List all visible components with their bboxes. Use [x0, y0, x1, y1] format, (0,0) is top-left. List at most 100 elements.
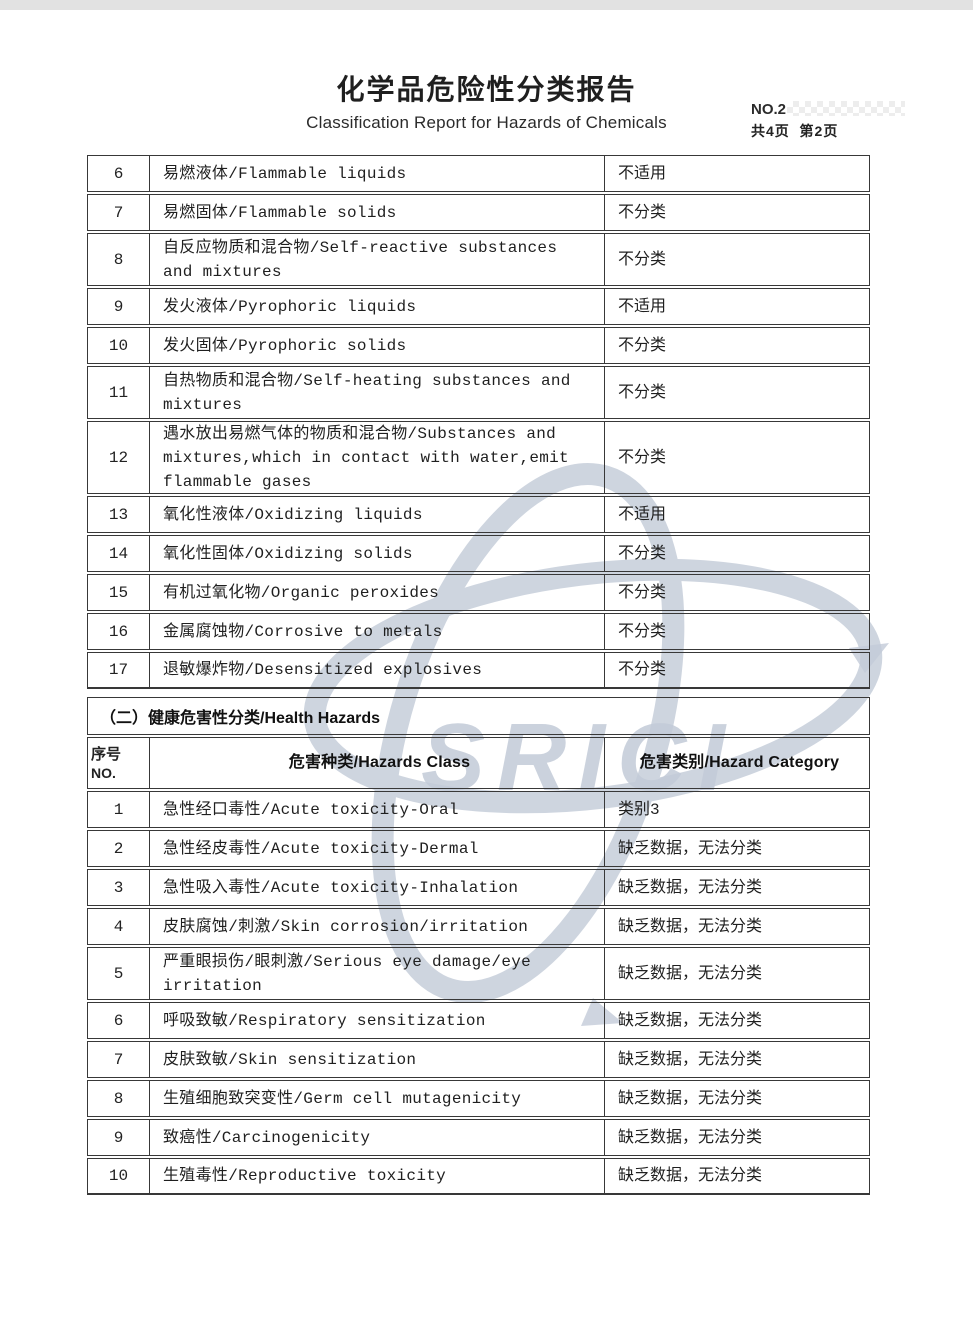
hazard-class-cell: 金属腐蚀物/Corrosive to metals	[150, 614, 605, 649]
table-row: 4 皮肤腐蚀/刺激/Skin corrosion/irritation 缺乏数据…	[87, 908, 870, 945]
hazard-class-cell: 急性经口毒性/Acute toxicity-Oral	[150, 792, 605, 827]
row-number: 10	[88, 328, 150, 363]
hazard-class-cell: 氧化性液体/Oxidizing liquids	[150, 497, 605, 532]
row-number: 13	[88, 497, 150, 532]
hazard-class-cell: 易燃液体/Flammable liquids	[150, 156, 605, 191]
hazard-category-cell: 不分类	[618, 383, 667, 402]
table-row: 7 易燃固体/Flammable solids 不分类	[87, 194, 870, 231]
table-row: 6 易燃液体/Flammable liquids 不适用	[87, 155, 870, 192]
table-row: 5 严重眼损伤/眼刺激/Serious eye damage/eye irrit…	[87, 947, 870, 1000]
hazard-class-cell: 退敏爆炸物/Desensitized explosives	[150, 653, 605, 687]
hazard-class-cell: 自热物质和混合物/Self-heating substances and mix…	[150, 367, 605, 418]
row-number: 11	[88, 367, 150, 418]
table-row: 8 自反应物质和混合物/Self-reactive substances and…	[87, 233, 870, 286]
hazard-category-cell: 缺乏数据，无法分类	[618, 917, 763, 936]
table-row: 13 氧化性液体/Oxidizing liquids 不适用	[87, 496, 870, 533]
row-number: 8	[88, 234, 150, 285]
row-number: 12	[88, 422, 150, 493]
report-number-text: NO.2	[750, 101, 786, 118]
table-row: 15 有机过氧化物/Organic peroxides 不分类	[87, 574, 870, 611]
report-number-block: NO.2 共4页 第2页	[751, 101, 905, 141]
table-row: 1 急性经口毒性/Acute toxicity-Oral 类别3	[87, 791, 870, 828]
row-number: 2	[88, 831, 150, 866]
hazard-category-cell: 不分类	[618, 544, 667, 563]
row-number: 17	[88, 653, 150, 687]
hazard-category-cell: 类别3	[618, 800, 660, 819]
physical-hazards-table: 6 易燃液体/Flammable liquids 不适用 7 易燃固体/Flam…	[87, 155, 870, 689]
hazard-category-cell: 缺乏数据，无法分类	[618, 1011, 763, 1030]
scan-top-band	[0, 0, 973, 10]
table-row: 12 遇水放出易燃气体的物质和混合物/Substances and mixtur…	[87, 421, 870, 494]
hazard-category-cell: 缺乏数据，无法分类	[618, 1050, 763, 1069]
hazard-category-cell: 不适用	[618, 164, 667, 183]
table-row: 6 呼吸致敏/Respiratory sensitization 缺乏数据，无法…	[87, 1002, 870, 1039]
row-number: 8	[88, 1081, 150, 1116]
row-number: 3	[88, 870, 150, 905]
hazard-class-cell: 急性吸入毒性/Acute toxicity-Inhalation	[150, 870, 605, 905]
row-number: 1	[88, 792, 150, 827]
table-row: 17 退敏爆炸物/Desensitized explosives 不分类	[87, 652, 870, 689]
hazard-class-cell: 自反应物质和混合物/Self-reactive substances and m…	[150, 234, 605, 285]
table-row: 2 急性经皮毒性/Acute toxicity-Dermal 缺乏数据，无法分类	[87, 830, 870, 867]
hazard-class-cell: 氧化性固体/Oxidizing solids	[150, 536, 605, 571]
hazard-class-cell: 发火液体/Pyrophoric liquids	[150, 289, 605, 324]
row-number: 9	[88, 289, 150, 324]
hazard-category-cell: 缺乏数据，无法分类	[618, 1167, 763, 1185]
hazard-class-cell: 皮肤致敏/Skin sensitization	[150, 1042, 605, 1077]
hazard-category-cell: 不分类	[618, 203, 667, 222]
hazard-category-cell: 不分类	[618, 250, 667, 269]
hazard-class-cell: 遇水放出易燃气体的物质和混合物/Substances and mixtures,…	[150, 422, 605, 493]
document-header: 化学品危险性分类报告 Classification Report for Haz…	[0, 68, 973, 133]
table-row: 9 发火液体/Pyrophoric liquids 不适用	[87, 288, 870, 325]
hazard-category-cell: 不分类	[618, 622, 667, 641]
row-number: 6	[88, 1003, 150, 1038]
hazard-category-cell: 不适用	[618, 505, 667, 524]
hazard-class-cell: 皮肤腐蚀/刺激/Skin corrosion/irritation	[150, 909, 605, 944]
row-number: 6	[88, 156, 150, 191]
hazard-category-cell: 不分类	[618, 583, 667, 602]
table-row: 10 生殖毒性/Reproductive toxicity 缺乏数据，无法分类	[87, 1158, 870, 1195]
table-row: 11 自热物质和混合物/Self-heating substances and …	[87, 366, 870, 419]
page-title: 化学品危险性分类报告	[336, 73, 637, 106]
hazard-class-cell: 生殖毒性/Reproductive toxicity	[150, 1159, 605, 1193]
table-row: 14 氧化性固体/Oxidizing solids 不分类	[87, 535, 870, 572]
header-hazards-class: 危害种类/Hazards Class	[150, 738, 605, 788]
hazard-category-cell: 缺乏数据，无法分类	[618, 839, 763, 858]
table-row: 8 生殖细胞致突变性/Germ cell mutagenicity 缺乏数据，无…	[87, 1080, 870, 1117]
table-row: 16 金属腐蚀物/Corrosive to metals 不分类	[87, 613, 870, 650]
hazard-class-cell: 易燃固体/Flammable solids	[150, 195, 605, 230]
table-row: 10 发火固体/Pyrophoric solids 不分类	[87, 327, 870, 364]
header-no-en: NO.	[91, 764, 116, 781]
report-number: NO.2	[751, 101, 905, 118]
header-no-cn: 序号	[91, 745, 122, 763]
hazard-class-cell: 严重眼损伤/眼刺激/Serious eye damage/eye irritat…	[150, 948, 605, 999]
hazard-class-cell: 急性经皮毒性/Acute toxicity-Dermal	[150, 831, 605, 866]
health-table-header-row: 序号 NO. 危害种类/Hazards Class 危害类别/Hazard Ca…	[87, 737, 870, 789]
health-hazards-section-title: （二）健康危害性分类/Health Hazards	[87, 697, 870, 735]
row-number: 16	[88, 614, 150, 649]
hazard-category-cell: 不分类	[618, 661, 667, 679]
row-number: 7	[88, 1042, 150, 1077]
tables-container: 6 易燃液体/Flammable liquids 不适用 7 易燃固体/Flam…	[87, 155, 870, 1197]
hazard-category-cell: 不分类	[618, 448, 667, 467]
page-subtitle: Classification Report for Hazards of Che…	[306, 113, 667, 132]
hazard-class-cell: 呼吸致敏/Respiratory sensitization	[150, 1003, 605, 1038]
table-row: 3 急性吸入毒性/Acute toxicity-Inhalation 缺乏数据，…	[87, 869, 870, 906]
page-indicator: 共4页 第2页	[750, 123, 839, 139]
hazard-class-cell: 发火固体/Pyrophoric solids	[150, 328, 605, 363]
row-number: 14	[88, 536, 150, 571]
hazard-class-cell: 生殖细胞致突变性/Germ cell mutagenicity	[150, 1081, 605, 1116]
redaction-blur	[787, 101, 905, 116]
row-number: 4	[88, 909, 150, 944]
hazard-class-cell: 致癌性/Carcinogenicity	[150, 1120, 605, 1155]
row-number: 9	[88, 1120, 150, 1155]
row-number: 10	[88, 1159, 150, 1193]
health-hazards-table: （二）健康危害性分类/Health Hazards 序号 NO. 危害种类/Ha…	[87, 697, 870, 1195]
header-no: 序号 NO.	[88, 738, 150, 788]
hazard-category-cell: 不分类	[618, 336, 667, 355]
table-row: 7 皮肤致敏/Skin sensitization 缺乏数据，无法分类	[87, 1041, 870, 1078]
hazard-category-cell: 缺乏数据，无法分类	[618, 1128, 763, 1147]
row-number: 7	[88, 195, 150, 230]
hazard-category-cell: 缺乏数据，无法分类	[618, 878, 763, 897]
